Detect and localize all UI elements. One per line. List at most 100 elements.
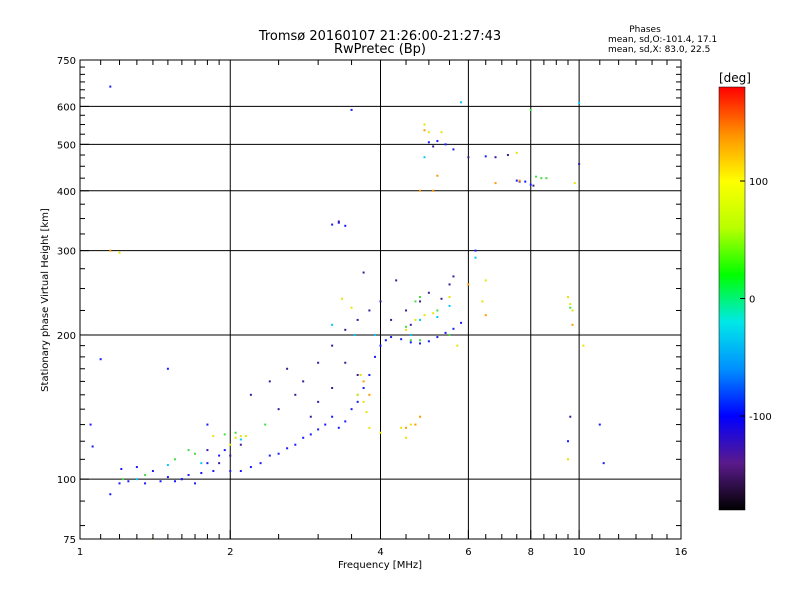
chart-title: Tromsø 20160107 21:26:00-21:27:43 — [258, 29, 501, 44]
data-point — [234, 431, 237, 434]
data-point — [405, 325, 408, 328]
data-point — [294, 393, 297, 396]
data-point — [368, 393, 371, 396]
data-point — [294, 443, 297, 446]
data-point — [180, 478, 183, 481]
data-point — [350, 408, 353, 411]
data-point — [356, 373, 359, 376]
data-point — [302, 380, 305, 383]
data-point — [194, 482, 197, 485]
data-point — [218, 454, 221, 457]
data-point — [567, 458, 570, 461]
data-point — [515, 151, 518, 154]
data-point — [229, 454, 232, 457]
data-point — [432, 312, 435, 315]
data-point — [518, 179, 521, 182]
y-tick-label: 500 — [57, 140, 76, 151]
data-point — [540, 177, 543, 180]
data-point — [362, 271, 365, 274]
data-point — [135, 466, 138, 469]
data-point — [474, 256, 477, 259]
data-point — [448, 296, 451, 299]
data-point — [286, 367, 289, 370]
data-point — [409, 333, 412, 336]
data-point — [582, 344, 585, 347]
colorbar-ticks: 100 0 -100 — [740, 177, 772, 423]
data-point — [331, 223, 334, 226]
data-point — [324, 423, 327, 426]
data-point — [460, 101, 463, 104]
colorbar-label: [deg] — [719, 71, 751, 85]
data-point — [569, 303, 572, 306]
data-point — [400, 338, 403, 341]
data-point — [362, 380, 365, 383]
data-point — [144, 482, 147, 485]
data-point — [359, 373, 362, 376]
scatter-points — [89, 85, 605, 539]
data-point — [456, 344, 459, 347]
x-tick-label: 10 — [573, 547, 586, 558]
data-point — [578, 101, 581, 104]
data-point — [109, 85, 112, 88]
data-point — [368, 309, 371, 312]
data-point — [409, 341, 412, 344]
data-point — [239, 438, 242, 441]
data-point — [309, 415, 312, 418]
data-point — [91, 445, 94, 448]
data-point — [535, 175, 538, 178]
data-point — [344, 224, 347, 227]
data-point — [436, 309, 439, 312]
data-point — [344, 361, 347, 364]
data-point — [268, 380, 271, 383]
data-point — [419, 300, 422, 303]
x-tick-label: 6 — [465, 547, 471, 558]
x-tick-label: 4 — [377, 547, 383, 558]
data-point — [244, 435, 247, 438]
data-point — [264, 423, 267, 426]
data-point — [223, 433, 226, 436]
data-point — [365, 411, 368, 414]
y-axis-label: Stationary phase Virtual Height [km] — [40, 208, 51, 392]
data-point — [524, 180, 527, 183]
data-point — [598, 423, 601, 426]
data-point — [166, 464, 169, 467]
data-point — [249, 466, 252, 469]
data-point — [452, 327, 455, 330]
data-point — [436, 336, 439, 339]
data-point — [440, 131, 443, 134]
data-point — [118, 251, 121, 254]
data-point — [151, 469, 154, 472]
data-point — [120, 468, 123, 471]
data-point — [206, 449, 209, 452]
data-point — [200, 472, 203, 475]
data-point — [484, 279, 487, 282]
data-point — [567, 296, 570, 299]
data-point — [409, 339, 412, 342]
x-axis-label: Frequency [MHz] — [338, 560, 422, 571]
x-tick-label: 16 — [675, 547, 688, 558]
data-point — [405, 426, 408, 429]
data-point — [419, 189, 422, 192]
stats-line-x: mean, sd,X: 83.0, 22.5 — [608, 45, 710, 55]
data-point — [529, 183, 532, 186]
data-point — [249, 393, 252, 396]
data-point — [317, 361, 320, 364]
data-point — [166, 367, 169, 370]
data-point — [405, 436, 408, 439]
data-point — [109, 493, 112, 496]
data-point — [166, 476, 169, 479]
data-point — [317, 400, 320, 403]
data-point — [259, 462, 262, 465]
chart-subtitle: RwPretec (Bp) — [334, 42, 426, 57]
data-point — [337, 220, 340, 223]
data-point — [159, 480, 162, 483]
data-point — [419, 342, 422, 345]
data-point — [173, 458, 176, 461]
data-point — [432, 145, 435, 148]
data-point — [569, 306, 572, 309]
data-point — [218, 462, 221, 465]
data-point — [448, 333, 451, 336]
data-point — [200, 462, 203, 465]
data-point — [286, 447, 289, 450]
data-point — [532, 184, 535, 187]
